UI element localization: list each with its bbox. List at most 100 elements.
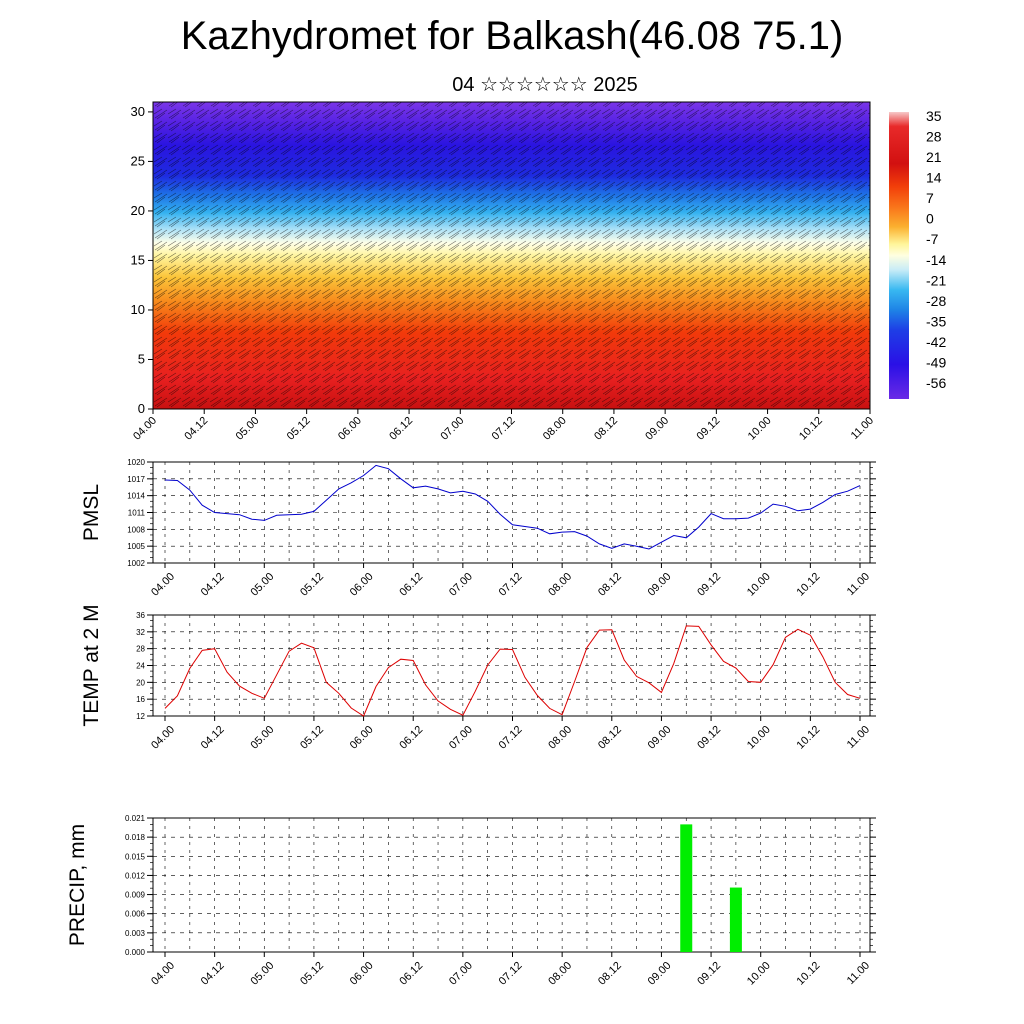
colorbar-label: -56 bbox=[926, 375, 946, 391]
cross-x-tick-label: 10.00 bbox=[746, 415, 774, 443]
colorbar-label: 21 bbox=[926, 149, 942, 165]
pmsl-x-tick-label: 05.00 bbox=[248, 571, 276, 599]
colorbar-label: 35 bbox=[926, 108, 942, 124]
pmsl-x-tick-label: 06.00 bbox=[348, 571, 376, 599]
colorbar-label: 14 bbox=[926, 170, 942, 186]
pmsl-x-tick-label: 04.00 bbox=[149, 571, 177, 599]
precip-x-tick-label: 04.00 bbox=[149, 960, 177, 988]
temp-y-tick-label: 24 bbox=[136, 662, 145, 671]
precip-y-axis-label: PRECIP, mm bbox=[66, 824, 89, 946]
pmsl-x-tick-label: 07.12 bbox=[497, 571, 525, 599]
temp-y-tick-label: 16 bbox=[136, 695, 145, 704]
precip-bar bbox=[729, 887, 742, 952]
temp-y-axis-label: TEMP at 2 M bbox=[80, 604, 103, 726]
precip-x-tick-label: 05.00 bbox=[248, 960, 276, 988]
cross-x-tick-label: 07.00 bbox=[438, 415, 466, 443]
temp-y-tick-label: 32 bbox=[136, 628, 145, 637]
temp-y-tick-label: 28 bbox=[136, 645, 145, 654]
cross-x-tick-label: 04.00 bbox=[131, 415, 159, 443]
temp-y-tick-label: 20 bbox=[136, 678, 145, 687]
pmsl-y-tick-label: 1014 bbox=[127, 492, 145, 501]
temp-x-tick-label: 05.12 bbox=[298, 724, 326, 752]
cross-y-tick-label: 15 bbox=[131, 252, 145, 267]
precip-bar bbox=[680, 824, 693, 952]
temp-y-tick-label: 36 bbox=[136, 611, 145, 620]
precip-x-tick-label: 05.12 bbox=[298, 960, 326, 988]
pmsl-y-tick-label: 1017 bbox=[127, 475, 145, 484]
pmsl-y-axis-label: PMSL bbox=[80, 484, 103, 541]
colorbar bbox=[889, 112, 909, 399]
precip-x-tick-label: 07.00 bbox=[447, 960, 475, 988]
colorbar-label: -7 bbox=[926, 231, 939, 247]
cross-x-tick-label: 08.12 bbox=[592, 415, 620, 443]
precip-x-tick-label: 06.00 bbox=[348, 960, 376, 988]
colorbar-label: 0 bbox=[926, 211, 934, 227]
pmsl-series-line bbox=[164, 464, 861, 550]
cross-x-tick-label: 05.00 bbox=[234, 415, 262, 443]
colorbar-label: -42 bbox=[926, 334, 946, 350]
colorbar-label: -49 bbox=[926, 354, 946, 370]
cross-y-tick-label: 25 bbox=[131, 153, 145, 168]
precip-y-tick-label: 0.021 bbox=[125, 814, 146, 823]
wind-barbs-overlay bbox=[153, 102, 870, 409]
precip-x-tick-label: 09.00 bbox=[646, 960, 674, 988]
cross-section-panel: 0 5 10 15 20 25 30 04.00 04.12 05.00 05.12 06.00 06.… bbox=[131, 101, 946, 443]
precip-y-tick-label: 0.000 bbox=[125, 948, 146, 957]
precip-y-tick-label: 0.009 bbox=[125, 891, 146, 900]
cross-x-tick-label: 06.12 bbox=[387, 415, 415, 443]
precip-x-tick-label: 07.12 bbox=[497, 960, 525, 988]
pmsl-y-tick-label: 1005 bbox=[127, 542, 145, 551]
precip-x-tick-label: 04.12 bbox=[199, 960, 227, 988]
temp-x-tick-label: 10.12 bbox=[795, 724, 823, 752]
colorbar-label: 28 bbox=[926, 129, 942, 145]
precip-y-tick-label: 0.012 bbox=[125, 871, 146, 880]
pmsl-y-tick-label: 1011 bbox=[128, 509, 146, 518]
precip-x-tick-label: 10.12 bbox=[795, 960, 823, 988]
temp-x-tick-label: 08.12 bbox=[596, 724, 624, 752]
pmsl-x-tick-label: 07.00 bbox=[447, 571, 475, 599]
cross-y-tick-label: 0 bbox=[138, 401, 145, 416]
precip-x-tick-label: 09.12 bbox=[695, 960, 723, 988]
precip-panel: 0.021 0.018 0.015 0.012 0.009 0.006 0.003 0.000… bbox=[66, 814, 876, 988]
precip-y-tick-label: 0.006 bbox=[125, 910, 146, 919]
temp-y-tick-label: 12 bbox=[136, 712, 145, 721]
cross-y-tick-label: 5 bbox=[138, 351, 145, 366]
pmsl-x-tick-label: 11.00 bbox=[845, 571, 872, 598]
chart-subtitle: 04 ☆☆☆☆☆☆ 2025 bbox=[452, 74, 638, 96]
colorbar-label: -35 bbox=[926, 313, 946, 329]
temp-panel: 36 32 28 24 20 16 12 04.00 04.12 05.00 05.12 06.00 0… bbox=[80, 604, 876, 752]
colorbar-label: -28 bbox=[926, 293, 946, 309]
temp-x-tick-label: 04.00 bbox=[149, 724, 177, 752]
temp-x-tick-label: 07.00 bbox=[447, 724, 475, 752]
pmsl-y-tick-label: 1002 bbox=[127, 559, 145, 568]
cross-x-tick-label: 04.12 bbox=[182, 415, 210, 443]
temp-x-tick-label: 09.12 bbox=[695, 724, 723, 752]
cross-x-tick-label: 05.12 bbox=[285, 415, 313, 443]
cross-x-tick-label: 09.12 bbox=[695, 415, 723, 443]
temp-x-tick-label: 06.12 bbox=[397, 724, 425, 752]
precip-y-tick-label: 0.015 bbox=[125, 852, 146, 861]
cross-x-tick-label: 06.00 bbox=[336, 415, 364, 443]
precip-frame bbox=[152, 817, 871, 953]
pmsl-y-tick-label: 1008 bbox=[127, 525, 145, 534]
temp-frame bbox=[152, 614, 871, 717]
temp-series-line bbox=[164, 625, 861, 717]
precip-y-tick-label: 0.003 bbox=[125, 929, 146, 938]
temp-x-tick-label: 11.00 bbox=[845, 724, 872, 751]
cross-x-tick-label: 08.00 bbox=[541, 415, 569, 443]
precip-y-tick-label: 0.018 bbox=[125, 833, 146, 842]
temp-x-tick-label: 09.00 bbox=[646, 724, 674, 752]
temp-x-tick-label: 10.00 bbox=[745, 724, 773, 752]
temp-x-tick-label: 04.12 bbox=[199, 724, 227, 752]
cross-x-tick-label: 10.12 bbox=[797, 415, 825, 443]
colorbar-label: -14 bbox=[926, 252, 946, 268]
pmsl-x-tick-label: 10.12 bbox=[795, 571, 823, 599]
cross-y-tick-label: 10 bbox=[131, 302, 145, 317]
colorbar-label: 7 bbox=[926, 190, 934, 206]
cross-y-tick-label: 30 bbox=[131, 104, 145, 119]
pmsl-x-tick-label: 08.12 bbox=[596, 571, 624, 599]
precip-x-tick-label: 06.12 bbox=[397, 960, 425, 988]
colorbar-label: -21 bbox=[926, 272, 946, 288]
pmsl-y-tick-label: 1020 bbox=[127, 458, 145, 467]
